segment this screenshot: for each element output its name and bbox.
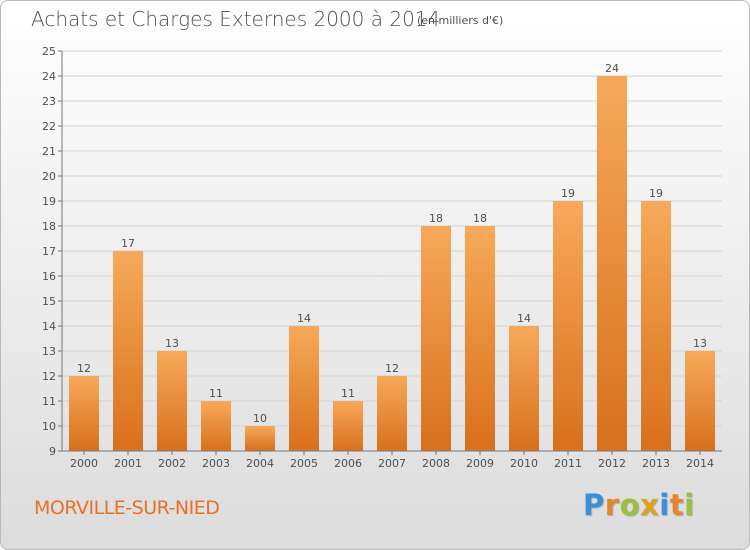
logo-letter: r (604, 488, 620, 522)
bar-value-label: 11 (209, 387, 223, 400)
bar (685, 351, 715, 451)
y-tick-label: 25 (42, 45, 56, 58)
bar (377, 376, 407, 451)
y-tick-label: 19 (42, 195, 56, 208)
bar (421, 226, 451, 451)
y-tick-label: 23 (42, 95, 56, 108)
y-tick-label: 21 (42, 145, 56, 158)
bar-value-label: 17 (121, 237, 135, 250)
y-tick-label: 16 (42, 270, 56, 283)
bar (333, 401, 363, 451)
x-tick-label: 2010 (510, 457, 538, 470)
bar-value-label: 18 (429, 212, 443, 225)
bar-value-label: 19 (561, 187, 575, 200)
y-tick-label: 12 (42, 370, 56, 383)
x-tick-label: 2011 (554, 457, 582, 470)
bars (69, 76, 715, 451)
y-tick-label: 20 (42, 170, 56, 183)
x-tick-label: 2001 (114, 457, 142, 470)
bar-value-label: 10 (253, 412, 267, 425)
unit-label: (en milliers d'€) (417, 14, 504, 27)
axes (58, 50, 722, 455)
y-tick-label: 18 (42, 220, 56, 233)
bar (509, 326, 539, 451)
bar-value-label: 24 (605, 62, 619, 75)
x-tick-label: 2002 (158, 457, 186, 470)
bar-value-label: 13 (693, 337, 707, 350)
logo-letter: t (669, 488, 685, 522)
bar (465, 226, 495, 451)
x-tick-label: 2007 (378, 457, 406, 470)
logo-letter: o (619, 488, 641, 522)
bar (553, 201, 583, 451)
bar (641, 201, 671, 451)
x-tick-label: 2012 (598, 457, 626, 470)
y-tick-label: 14 (42, 320, 56, 333)
proxiti-logo[interactable]: Proxiti (583, 488, 695, 522)
y-tick-label: 24 (42, 70, 56, 83)
logo-letter: i (659, 488, 670, 522)
y-tick-label: 17 (42, 245, 56, 258)
x-tick-label: 2009 (466, 457, 494, 470)
commune-name: MORVILLE-SUR-NIED (34, 497, 220, 519)
x-tick-label: 2000 (70, 457, 98, 470)
bar-value-label: 13 (165, 337, 179, 350)
y-tick-label: 10 (42, 420, 56, 433)
logo-letter: x (640, 488, 660, 522)
bar (201, 401, 231, 451)
x-tick-label: 2005 (290, 457, 318, 470)
bar-value-label: 18 (473, 212, 487, 225)
bar (157, 351, 187, 451)
y-tick-label: 15 (42, 295, 56, 308)
chart-title: Achats et Charges Externes 2000 à 2014 (31, 7, 441, 31)
x-tick-label: 2004 (246, 457, 274, 470)
bar-value-label: 12 (385, 362, 399, 375)
logo-letter: i (684, 488, 695, 522)
bar-value-label: 12 (77, 362, 91, 375)
logo-letter: P (583, 488, 605, 522)
x-tick-label: 2013 (642, 457, 670, 470)
y-tick-label: 9 (49, 445, 56, 458)
x-tick-label: 2014 (686, 457, 714, 470)
x-tick-label: 2006 (334, 457, 362, 470)
labels: 9 10 11 12 13 14 15 16 17 18 19 20 21 22 23 24 25 12 2000 1… (42, 45, 714, 470)
y-tick-label: 13 (42, 345, 56, 358)
y-tick-label: 11 (42, 395, 56, 408)
bar (289, 326, 319, 451)
bar (245, 426, 275, 451)
bar (597, 76, 627, 451)
bar-value-label: 14 (297, 312, 311, 325)
y-tick-label: 22 (42, 120, 56, 133)
bar (113, 251, 143, 451)
bar (69, 376, 99, 451)
x-tick-label: 2003 (202, 457, 230, 470)
x-tick-label: 2008 (422, 457, 450, 470)
bar-value-label: 14 (517, 312, 531, 325)
bar-value-label: 11 (341, 387, 355, 400)
bar-value-label: 19 (649, 187, 663, 200)
